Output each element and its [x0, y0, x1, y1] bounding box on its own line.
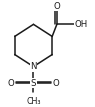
Text: O: O: [53, 1, 60, 10]
Text: CH₃: CH₃: [26, 97, 41, 106]
Text: O: O: [53, 79, 59, 88]
Text: S: S: [31, 79, 36, 88]
Text: N: N: [30, 62, 37, 71]
Text: OH: OH: [75, 20, 88, 29]
Text: O: O: [8, 79, 14, 88]
